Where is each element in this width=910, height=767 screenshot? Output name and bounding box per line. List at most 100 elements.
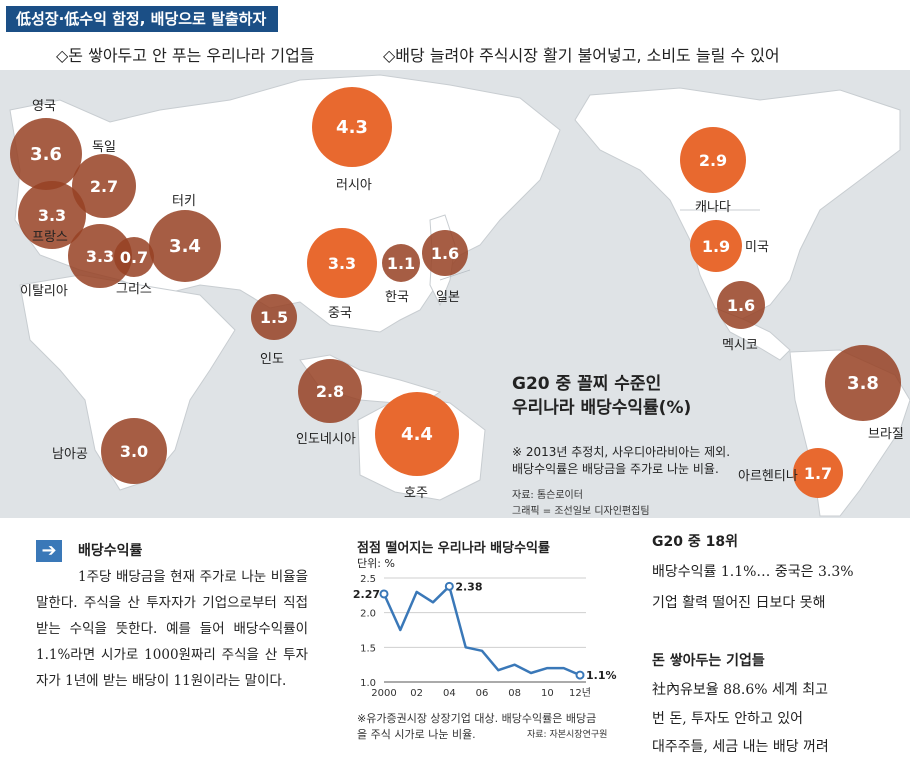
bubble-5: 0.7 [114,237,154,277]
bubble-7: 4.3 [312,87,392,167]
line-chart-title: 점점 떨어지는 우리나라 배당수익률 [357,541,550,556]
y-tick-label: 1.5 [360,643,376,654]
definition-text: 1주당 배당금을 현재 주가로 나눈 비율을 말한다. 주식을 산 투자자가 기… [36,569,308,689]
bubble-value: 1.9 [701,236,731,256]
bubble-value: 3.0 [119,441,149,461]
bubble-value: 1.6 [726,295,756,315]
bubble-value: 1.1 [386,253,416,273]
right-line-5: 대주주들, 세금 내는 배당 꺼려 [652,739,829,755]
bubble-13: 4.4 [375,392,459,476]
line-chart-note-line2: 을 주식 시가로 나눈 비율. [357,728,476,741]
country-label: 브라질 [868,427,904,442]
country-label: 인도 [260,352,284,367]
bubble-value: 3.3 [37,205,67,225]
bubble-10: 1.6 [422,230,468,276]
line-chart-note-line1: ※유가증권시장 상장기업 대상. 배당수익률은 배당금 [357,712,597,725]
bubble-14: 3.0 [101,418,167,484]
country-label: 일본 [436,290,460,305]
bubble-value: 3.4 [169,235,201,257]
y-tick-label: 2.0 [360,609,376,620]
x-tick-label: 2000 [371,688,396,698]
right-heading-2: 돈 쌓아두는 기업들 [652,653,765,669]
line-chart-note: ※유가증권시장 상장기업 대상. 배당수익률은 배당금 을 주식 시가로 나눈 … [357,711,596,743]
bubble-value: 2.9 [698,150,728,170]
country-label: 인도네시아 [296,432,356,447]
country-label: 중국 [328,306,352,321]
line-chart: 1.0 1.5 2.0 2.5 2000 02 04 06 08 10 12년 2.27 2.38 1.1… [353,574,617,698]
map-note-line2: 배당수익률은 배당금을 주가로 나눈 비율. [512,462,719,476]
bubble-value: 1.6 [430,243,460,263]
series-line [382,585,581,677]
map-graphic-credit: 그래픽 = 조선일보 디자인편집팀 [512,506,650,517]
bubble-6: 3.4 [149,210,221,282]
bubble-11: 1.5 [251,294,297,340]
bubble-12: 2.8 [298,359,362,423]
right-line-1: 배당수익률 1.1%… 중국은 3.3% [652,564,854,580]
country-label: 그리스 [116,282,152,297]
map-title-line1: G20 중 꼴찌 수준인 [512,374,662,394]
country-label: 한국 [385,290,409,305]
map-title-line2: 우리나라 배당수익률(%) [512,398,692,418]
data-label: 1.1% [586,669,617,682]
bubble-value: 0.7 [119,247,149,267]
bubble-15: 2.9 [680,127,746,193]
bubble-18: 3.8 [825,345,901,421]
bubble-value: 1.5 [259,307,289,327]
country-label: 아르헨티나 [738,469,798,484]
subtitle-1: ◇돈 쌓아두고 안 푸는 우리나라 기업들 [56,46,315,65]
map-note: ※ 2013년 추정치, 사우디아라비아는 제외. 배당수익률은 배당금을 주가… [512,444,730,478]
right-line-3: 社內유보율 88.6% 세계 최고 [652,682,828,698]
right-heading-1: G20 중 18위 [652,534,738,550]
country-label: 미국 [745,240,769,255]
x-tick-label: 12년 [569,687,591,698]
country-label: 터키 [172,194,196,209]
data-point [379,589,389,599]
x-tick-label: 06 [476,688,489,698]
country-label: 멕시코 [722,338,758,353]
arrow-right-icon: ➔ [36,540,62,562]
bubble-value: 2.8 [315,381,345,401]
bubble-8: 3.3 [307,228,377,298]
bubble-1: 3.6 [10,118,82,190]
y-tick-label: 1.0 [360,678,376,689]
data-label: 2.27 [353,588,380,601]
country-label: 러시아 [336,178,372,193]
country-label: 프랑스 [32,230,68,245]
bubble-17: 1.6 [717,281,765,329]
map-source: 자료: 톰슨로이터 [512,490,583,501]
line-chart-unit: 단위: % [357,557,395,570]
x-tick-label: 04 [443,688,456,698]
y-tick-label: 2.5 [360,574,376,585]
bubble-value: 3.6 [30,143,62,165]
definition-title: 배당수익률 [78,543,143,559]
subtitle-2: ◇배당 늘려야 주식시장 활기 불어넣고, 소비도 늘릴 수 있어 [383,46,780,65]
definition-body: 1주당 배당금을 현재 주가로 나눈 비율을 말한다. 주식을 산 투자자가 기… [36,564,308,694]
bubble-value: 4.3 [336,116,368,138]
x-tick-label: 10 [541,688,554,698]
country-label: 캐나다 [695,200,731,215]
bubble-9: 1.1 [382,244,420,282]
right-line-2: 기업 활력 떨어진 日보다 못해 [652,595,826,611]
bubble-16: 1.9 [690,220,742,272]
map-note-line1: ※ 2013년 추정치, 사우디아라비아는 제외. [512,445,731,459]
bubble-value: 1.7 [803,463,833,483]
country-label: 호주 [404,486,428,501]
country-label: 독일 [92,140,116,155]
bubble-19: 1.7 [793,448,843,498]
data-point [444,581,454,591]
x-tick-label: 02 [410,688,423,698]
data-point [575,670,585,680]
line-chart-source: 자료: 자본시장연구원 [527,730,608,740]
bubble-value: 3.3 [327,253,357,273]
bubble-value: 4.4 [401,423,433,445]
bubble-value: 3.8 [847,372,879,394]
country-label: 영국 [32,99,56,114]
data-label: 2.38 [455,580,482,593]
header-tag: 低성장·低수익 함정, 배당으로 탈출하자 [6,6,278,32]
bubble-value: 3.3 [85,246,115,266]
bubble-value: 2.7 [89,176,119,196]
right-line-4: 번 돈, 투자도 안하고 있어 [652,711,804,727]
country-label: 남아공 [52,447,88,462]
map-title: G20 중 꼴찌 수준인 우리나라 배당수익률(%) [512,372,691,420]
country-label: 이탈리아 [20,284,68,299]
